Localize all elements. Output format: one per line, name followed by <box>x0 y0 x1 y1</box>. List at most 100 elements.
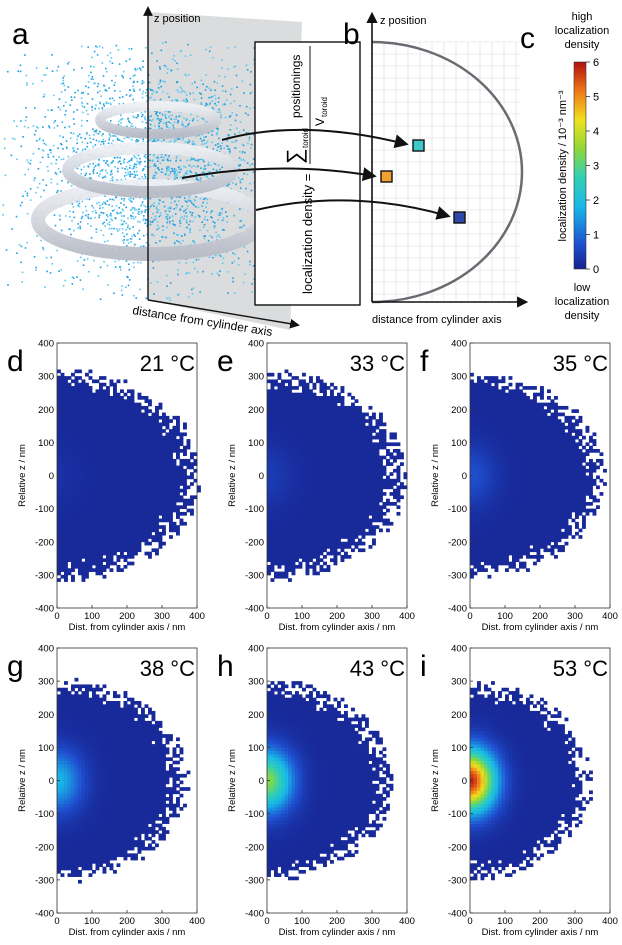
heatmap-cell <box>158 445 163 450</box>
heatmap-cell <box>281 528 285 533</box>
localization-point <box>168 115 171 117</box>
localization-point <box>181 235 183 237</box>
heatmap-cell <box>127 432 131 437</box>
localization-point <box>133 163 136 165</box>
localization-point <box>95 139 98 142</box>
localization-point <box>158 203 160 206</box>
heatmap-cell <box>102 568 107 572</box>
heatmap-cell <box>109 508 114 513</box>
heatmap-cell <box>291 429 296 433</box>
localization-point <box>221 207 224 210</box>
heatmap-cell <box>95 505 100 510</box>
localization-point <box>194 143 196 146</box>
localization-point <box>144 46 147 49</box>
localization-point <box>106 163 109 166</box>
heatmap-cell <box>288 462 292 466</box>
heatmap-cell <box>71 492 75 496</box>
localization-point <box>50 151 52 154</box>
heatmap-cell <box>291 462 296 466</box>
heatmap-cell <box>277 399 282 404</box>
heatmap-cell <box>165 498 170 503</box>
heatmap-cell <box>267 409 271 413</box>
heatmap-cell <box>120 538 124 543</box>
localization-point <box>177 120 180 122</box>
heatmap-cell <box>179 472 184 476</box>
heatmap-cell <box>270 578 275 582</box>
localization-point <box>139 221 141 223</box>
heatmap-cell <box>71 561 75 566</box>
localization-point <box>58 214 61 217</box>
heatmap-cell <box>158 415 163 420</box>
heatmap-cell <box>64 551 68 556</box>
heatmap-cell <box>274 528 278 533</box>
heatmap-cell <box>155 472 159 476</box>
x-tick-label: 400 <box>189 611 205 622</box>
localization-point <box>202 226 205 228</box>
heatmap-cell <box>288 495 292 500</box>
heatmap-cell <box>288 531 292 536</box>
localization-point <box>24 247 27 249</box>
heatmap-cell <box>99 462 103 466</box>
localization-point <box>211 236 213 239</box>
heatmap-cell <box>123 409 128 413</box>
heatmap-cell <box>78 369 82 374</box>
heatmap-cell <box>81 415 86 420</box>
localization-point <box>95 231 98 233</box>
heatmap-cell <box>127 449 131 453</box>
localization-point <box>206 132 209 134</box>
localization-point <box>169 220 171 223</box>
heatmap-cell <box>144 551 149 556</box>
heatmap-cell <box>127 439 131 443</box>
heatmap-cell <box>60 379 65 384</box>
localization-point <box>120 289 123 292</box>
heatmap-cell <box>74 502 79 506</box>
heatmap-cell <box>74 458 79 463</box>
heatmap-cell <box>102 468 107 473</box>
heatmap-cell <box>92 415 96 420</box>
localization-point <box>225 99 228 101</box>
localization-point <box>88 74 90 77</box>
heatmap-cell <box>190 465 194 470</box>
formula-den: V <box>313 118 327 126</box>
localization-point <box>235 139 238 142</box>
heatmap-cell <box>172 445 177 450</box>
heatmap-cell <box>74 551 79 556</box>
heatmap-cell <box>277 511 282 516</box>
heatmap-cell <box>113 482 117 486</box>
heatmap-cell <box>144 505 149 510</box>
heatmap-cell <box>288 518 292 523</box>
localization-point <box>115 205 118 207</box>
heatmap-cell <box>120 518 124 523</box>
localization-point <box>195 195 197 198</box>
heatmap-cell <box>71 472 75 476</box>
heatmap-cell <box>186 439 191 443</box>
heatmap-cell <box>102 422 107 427</box>
localization-point <box>45 256 48 259</box>
heatmap-cell <box>67 548 72 553</box>
localization-point <box>182 99 185 102</box>
heatmap-cell <box>267 492 271 496</box>
localization-point <box>155 165 157 167</box>
heatmap-cell <box>123 435 128 440</box>
heatmap-cell <box>270 392 275 397</box>
heatmap-cell <box>137 528 142 533</box>
localization-point <box>190 171 193 174</box>
heatmap-cell <box>158 442 163 447</box>
localization-point <box>123 197 126 200</box>
localization-point <box>113 292 115 295</box>
heatmap-cell <box>67 429 72 433</box>
heatmap-cell <box>169 518 173 523</box>
heatmap-cell <box>106 478 110 483</box>
localization-point <box>186 170 188 173</box>
heatmap-cell <box>57 511 61 516</box>
heatmap-cell <box>95 452 100 457</box>
heatmap-cell <box>151 449 156 453</box>
localization-point <box>141 203 143 206</box>
localization-point <box>188 140 191 143</box>
localization-point <box>218 274 220 277</box>
localization-point <box>141 120 144 123</box>
heatmap-cell <box>165 449 170 453</box>
localization-point <box>134 176 136 178</box>
heatmap-cell <box>165 508 170 513</box>
heatmap-cell <box>291 551 296 556</box>
